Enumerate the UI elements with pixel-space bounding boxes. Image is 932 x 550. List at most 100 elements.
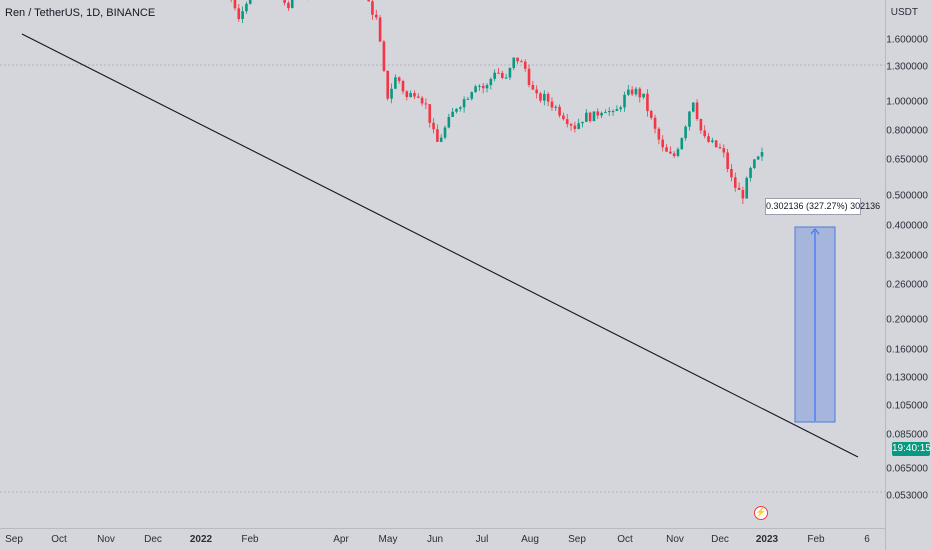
candle-body [531,85,535,90]
price-tick-label: 1.000000 [886,96,928,108]
candle-body [726,152,729,169]
price-tick-label: 0.130000 [886,372,928,384]
candle-body [451,111,454,117]
candle-body [248,0,252,4]
candle-body [397,77,401,81]
time-tick-label: Sep [568,534,586,545]
candle-body [390,88,393,99]
candle-body [371,1,374,15]
measure-arrow-head [810,228,820,235]
candle-body [749,167,752,178]
candle-body [688,111,691,127]
candle-body [416,96,420,98]
candle-body [581,121,584,124]
candle-body [447,116,451,128]
candle-body [546,93,550,102]
candle-body [646,93,649,112]
candle-body [619,107,622,110]
candle-body [596,111,600,116]
countdown-badge: 19:40:15 [892,442,931,456]
lightning-icon[interactable]: ⚡ [754,506,768,520]
time-tick-label: 2022 [189,534,213,545]
candle-body [535,89,538,94]
time-tick-label: Dec [144,534,162,545]
candle-body [684,126,687,139]
candle-body [245,3,248,12]
symbol-title[interactable]: Ren / TetherUS, 1D, BINANCE [5,7,156,19]
candle-body [585,112,588,122]
candle-body [462,99,466,108]
candle-body [730,168,733,178]
candle-body [527,68,531,86]
candle-body [233,0,237,9]
candle-body [634,88,638,95]
candle-body [508,67,512,78]
candle-body [516,57,519,62]
candle-body [569,124,573,126]
candle-body [470,92,474,99]
candle-body [287,2,290,9]
candle-body [443,127,447,138]
candle-body [638,88,642,98]
candle-body [657,128,661,140]
price-tick-label: 0.065000 [886,463,928,475]
candle-body [428,104,432,123]
price-axis[interactable]: USDT 1.600000 1.300000 1.000000 0.800000 0.6… [885,0,932,550]
candle-body [600,112,603,116]
candle-body [550,101,554,108]
candle-body [676,149,680,156]
candle-body [241,11,244,20]
price-tick-label: 1.300000 [886,61,928,73]
time-tick-label: Feb [807,534,825,545]
candle-body [699,119,703,131]
price-tick-label: 0.800000 [886,125,928,137]
candle-body [394,77,397,89]
price-tick-label: 0.200000 [886,314,928,326]
price-tick-label: 0.085000 [886,429,928,441]
trendline[interactable] [21,33,859,458]
candle-body [573,125,577,129]
candle-body [401,80,405,92]
candle-body [523,61,527,69]
price-tick-label: 0.650000 [886,154,928,166]
candle-body [680,138,684,150]
price-range-measure[interactable] [794,226,836,423]
price-tick-label: 0.320000 [886,250,928,262]
candle-body [367,0,370,2]
candles-group [230,0,764,204]
candle-body [378,17,382,42]
candle-body [562,115,565,120]
candle-body [615,109,619,112]
candle-body [424,103,428,105]
candle-body [623,94,626,108]
price-tick-label: 0.400000 [886,220,928,232]
candle-body [577,123,580,129]
price-tick-label: 0.160000 [886,344,928,356]
candle-body [455,108,458,112]
candle-body [760,152,764,157]
time-tick-label: Nov [97,534,115,545]
time-tick-label: Jul [475,534,489,545]
candle-body [466,98,470,100]
price-tick-label: 0.500000 [886,190,928,202]
candle-body [290,0,294,9]
candle-body [669,151,672,154]
candle-body [707,136,710,142]
candle-body [733,177,737,188]
candle-body [665,147,668,152]
candle-body [512,57,516,68]
candle-body [501,72,504,78]
candle-body [691,102,695,112]
chart-area[interactable]: Ren / TetherUS, 1D, BINANCE 0.302136 (32… [0,0,885,528]
candle-body [753,159,756,168]
candle-body [374,14,378,18]
candle-body [737,187,741,191]
candle-body [539,93,542,101]
time-axis[interactable]: Sep Oct Nov Dec 2022 Feb Apr May Jun Jul Aug Sep Oct… [0,528,885,550]
candlestick-chart[interactable] [0,0,885,528]
candle-body [604,112,607,114]
price-tick-label: 0.105000 [886,400,928,412]
time-tick-label: 2023 [755,534,779,545]
candle-body [565,119,569,125]
candle-body [485,85,489,89]
